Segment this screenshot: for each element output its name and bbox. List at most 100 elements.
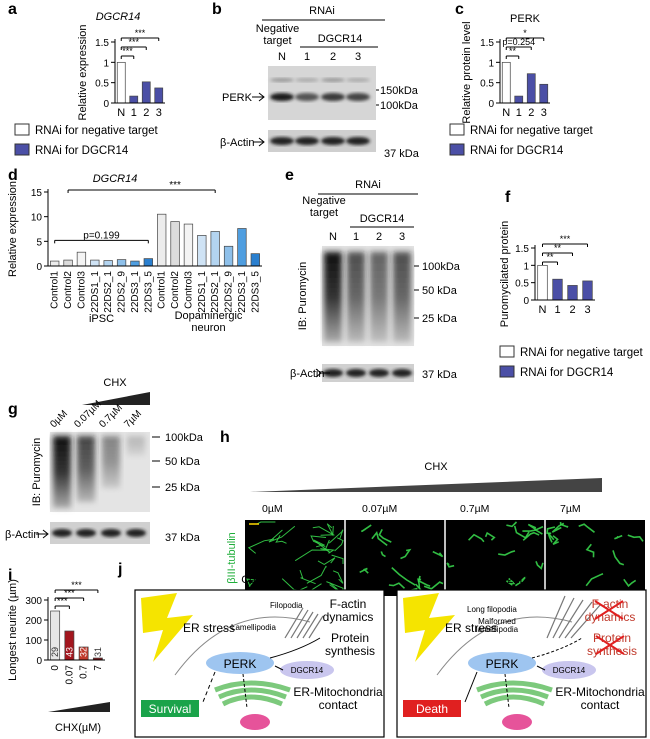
- neurite: [522, 529, 543, 535]
- x-tick-label: Control3: [183, 271, 194, 309]
- filopodium: [570, 603, 602, 639]
- bar: [154, 87, 164, 104]
- label: 37 kDa: [384, 148, 420, 160]
- bar: [76, 251, 87, 267]
- wrapped-label: Malformed lamellipodia: [475, 618, 519, 635]
- bar: [63, 259, 73, 267]
- er-membrane: [479, 687, 549, 700]
- y-tick-label: 0.5: [515, 279, 529, 290]
- bar: [582, 280, 593, 301]
- neurite: [547, 532, 555, 543]
- wrapped-label-box: F-actin dynamics: [323, 598, 374, 623]
- neurite: [360, 524, 372, 533]
- group-label: iPSC: [89, 313, 114, 325]
- wrapped-label: Protein synthesis: [324, 632, 376, 658]
- x-tick-label: 22DS3_5: [250, 271, 261, 313]
- blot-band: [346, 93, 370, 101]
- legend-label: RNAi for negative target: [520, 347, 644, 359]
- blot-band: [270, 137, 294, 145]
- blot-band: [321, 78, 345, 82]
- neurite: [551, 522, 565, 533]
- label: N: [278, 51, 286, 63]
- x-tick-label: 22DS1_1: [197, 271, 208, 313]
- neurite: [484, 531, 496, 541]
- significance-label: **: [546, 252, 554, 262]
- label: 50 kDa: [422, 285, 458, 297]
- blot-band: [346, 78, 370, 82]
- significance-label: ***: [122, 46, 133, 56]
- filopodium: [564, 601, 593, 639]
- panel-letter: f: [505, 189, 511, 206]
- y-axis-label: Relative expression: [77, 25, 89, 121]
- label: Control: [241, 574, 276, 586]
- label: 1: [353, 231, 359, 243]
- bar: [170, 221, 180, 267]
- blot-band: [369, 369, 389, 377]
- y-tick-label: 0: [523, 296, 529, 307]
- x-tick-label: 22DS3_1: [237, 271, 248, 313]
- blot-band: [295, 93, 319, 101]
- mitochondrion: [502, 714, 532, 730]
- label: 7µM: [122, 408, 144, 430]
- neurite: [320, 548, 335, 554]
- label: CHX: [424, 461, 448, 473]
- neurite: [317, 557, 336, 565]
- y-axis-label: Puromycilated protein: [499, 221, 511, 327]
- label: 37 kDa: [422, 369, 458, 381]
- x-tick-label: Control2: [63, 271, 74, 309]
- label: 150kDa: [380, 85, 419, 97]
- label: 25 kDa: [165, 482, 201, 494]
- arrow-head: [315, 368, 322, 378]
- significance-label: ***: [135, 28, 146, 38]
- bar: [129, 95, 139, 104]
- blot-band: [295, 78, 319, 82]
- filopodium: [308, 615, 324, 639]
- x-tick-label: 3: [541, 107, 547, 119]
- significance-label: ***: [169, 180, 181, 191]
- blot-smear: [370, 252, 388, 342]
- bar: [130, 260, 140, 267]
- blot-band: [270, 78, 294, 82]
- filopodium: [558, 599, 584, 639]
- y-tick-label: 300: [25, 596, 42, 607]
- neurite: [400, 548, 412, 560]
- filopodium: [302, 613, 319, 639]
- panel-letter: e: [285, 167, 294, 184]
- arrow: [252, 92, 265, 102]
- legend-label: RNAi for DGCR14: [470, 145, 564, 157]
- wrapped-label: ER-Mitochondria contact: [555, 686, 645, 712]
- label: IB: Puromycin: [31, 438, 43, 506]
- label: 0.07µM: [362, 503, 397, 515]
- y-tick-label: 0.5: [480, 79, 494, 90]
- chart-title: PERK: [510, 13, 541, 25]
- x-tick-label: 0.07: [64, 665, 75, 685]
- x-tick-label: 2: [143, 107, 149, 119]
- label: Filopodia: [270, 601, 303, 610]
- n-label: 29: [50, 647, 60, 657]
- label: 37 kDa: [165, 532, 201, 544]
- panel-letter: d: [8, 167, 18, 184]
- label: 2: [376, 231, 382, 243]
- legend-label: RNAi for negative target: [470, 125, 594, 137]
- label: Survival: [149, 702, 192, 716]
- panel-letter: c: [455, 1, 464, 18]
- outcome-box: [403, 700, 461, 717]
- label: 2: [330, 51, 336, 63]
- x-tick-label: Control3: [76, 271, 87, 309]
- x-tick-label: 2: [528, 107, 534, 119]
- x-tick-label: 0: [50, 665, 61, 671]
- blot-smear: [102, 436, 120, 488]
- y-tick-label: 1.5: [515, 244, 529, 255]
- cell-outline: [436, 616, 573, 676]
- neurite: [578, 523, 595, 533]
- x-tick-label: Control1: [157, 271, 168, 309]
- label: β-Actin: [290, 368, 324, 380]
- arrow-head: [42, 529, 49, 539]
- y-tick-label: 0: [103, 99, 109, 110]
- neurite: [514, 576, 527, 587]
- filopodium: [552, 597, 575, 639]
- label: 3: [399, 231, 405, 243]
- perk-node: [468, 652, 536, 674]
- arrow: [504, 673, 510, 709]
